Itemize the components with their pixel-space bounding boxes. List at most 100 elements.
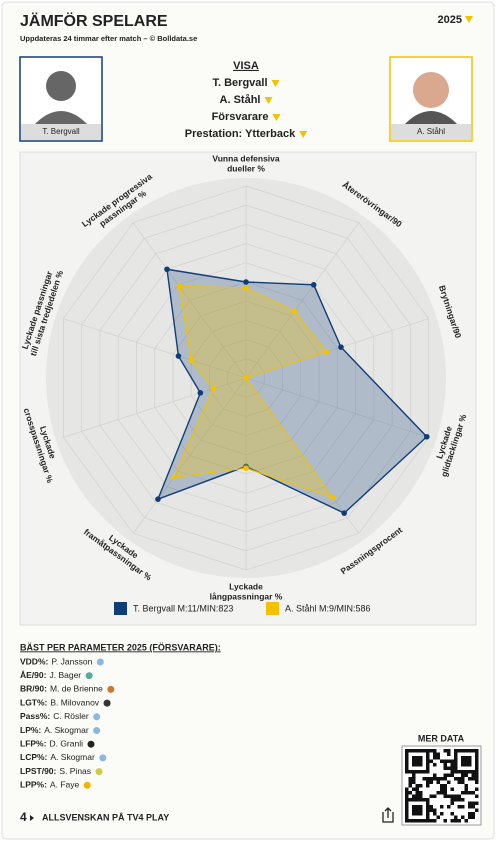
qr-cell xyxy=(461,770,465,774)
qr-cell xyxy=(461,763,465,767)
qr-cell xyxy=(454,794,458,798)
qr-cell xyxy=(419,794,423,798)
qr-cell xyxy=(429,780,433,784)
data-point xyxy=(423,433,430,440)
axis-label-line: långpassningar % xyxy=(210,591,283,601)
club-badge xyxy=(83,781,91,789)
qr-cell xyxy=(471,777,475,781)
qr-cell xyxy=(405,801,409,805)
club-badge xyxy=(99,754,107,762)
footer-text[interactable]: ALLSVENSKAN PÅ TV4 PLAY xyxy=(42,812,169,822)
qr-cell xyxy=(468,770,472,774)
data-point xyxy=(338,344,344,350)
qr-cell xyxy=(415,805,419,809)
qr-cell xyxy=(436,777,440,781)
qr-cell xyxy=(475,777,479,781)
qr-cell xyxy=(447,759,451,763)
data-point xyxy=(197,390,204,396)
qr-cell xyxy=(440,812,444,816)
qr-cell xyxy=(464,749,468,753)
data-point xyxy=(243,465,249,472)
qr-cell xyxy=(457,798,461,802)
param-player: C. Rösler xyxy=(53,711,89,721)
qr-cell xyxy=(419,808,423,812)
qr-cell xyxy=(426,752,430,756)
qr-cell xyxy=(412,763,416,767)
avatar xyxy=(413,72,449,108)
qr-cell xyxy=(405,819,409,823)
qr-cell xyxy=(464,770,468,774)
axis-line xyxy=(63,318,247,379)
qr-cell xyxy=(426,766,430,770)
qr-cell xyxy=(468,791,472,795)
subtitle: Uppdateras 24 timmar efter match – © Bol… xyxy=(20,34,197,43)
data-point xyxy=(323,349,330,355)
menu-item[interactable]: Försvarare xyxy=(212,111,269,123)
qr-cell xyxy=(422,798,426,802)
qr-cell xyxy=(443,766,447,770)
qr-cell xyxy=(454,815,458,819)
qr-cell xyxy=(454,749,458,753)
qr-cell xyxy=(450,794,454,798)
player-name: T. Bergvall xyxy=(42,127,80,136)
club-badge xyxy=(95,768,103,776)
avatar xyxy=(46,71,76,101)
qr-cell xyxy=(415,756,419,760)
best-title: BÄST PER PARAMETER 2025 (FÖRSVARARE): xyxy=(20,642,221,652)
qr-cell xyxy=(408,777,412,781)
param-abbr: LGT%: xyxy=(20,697,48,707)
qr-cell xyxy=(419,759,423,763)
avatar xyxy=(33,111,89,126)
qr-cell xyxy=(450,763,454,767)
qr-cell xyxy=(450,819,454,823)
footer-logo: 4 xyxy=(20,810,27,824)
qr-cell xyxy=(426,777,430,781)
param-abbr: Pass%: xyxy=(20,711,50,721)
qr-cell xyxy=(412,812,416,816)
legend-label: A. Ståhl M:9/MIN:586 xyxy=(285,603,371,613)
param-abbr: LP%: xyxy=(20,725,41,735)
qr-cell xyxy=(454,766,458,770)
qr-cell xyxy=(408,770,412,774)
share-icon[interactable] xyxy=(382,807,394,823)
menu-item[interactable]: T. Bergvall xyxy=(212,77,267,89)
season[interactable]: 2025 xyxy=(438,14,462,26)
menu-item[interactable]: Prestation: Ytterback xyxy=(185,128,296,140)
qr-cell xyxy=(443,787,447,791)
qr-cell xyxy=(461,815,465,819)
qr-cell xyxy=(454,819,458,823)
qr-cell xyxy=(405,808,409,812)
axis-line xyxy=(132,377,247,534)
qr-cell xyxy=(461,756,465,760)
name-bar xyxy=(21,124,101,140)
qr-cell xyxy=(433,812,437,816)
qr-cell xyxy=(405,815,409,819)
qr-cell xyxy=(429,749,433,753)
qr-cell xyxy=(450,770,454,774)
qr-cell xyxy=(412,759,416,763)
qr-cell xyxy=(429,819,433,823)
qr-title: MER DATA xyxy=(418,733,465,743)
qr-cell xyxy=(468,801,472,805)
qr-cell xyxy=(426,759,430,763)
param-abbr: VDD%: xyxy=(20,656,49,666)
qr-cell xyxy=(405,794,409,798)
qr-cell xyxy=(405,787,409,791)
qr-cell xyxy=(450,787,454,791)
qr-cell xyxy=(419,798,423,802)
qr-cell xyxy=(475,770,479,774)
club-badge xyxy=(85,672,93,680)
menu-item[interactable]: A. Ståhl xyxy=(220,94,261,106)
qr-cell xyxy=(457,805,461,809)
qr-cell xyxy=(464,759,468,763)
param-player: S. Pinas xyxy=(59,766,91,776)
qr-cell xyxy=(471,749,475,753)
qr-cell xyxy=(447,749,451,753)
qr-cell xyxy=(450,801,454,805)
qr-cell xyxy=(408,749,412,753)
qr-cell xyxy=(426,801,430,805)
param-player: B. Milovanov xyxy=(50,697,99,707)
qr-cell xyxy=(457,794,461,798)
qr-cell xyxy=(433,763,437,767)
